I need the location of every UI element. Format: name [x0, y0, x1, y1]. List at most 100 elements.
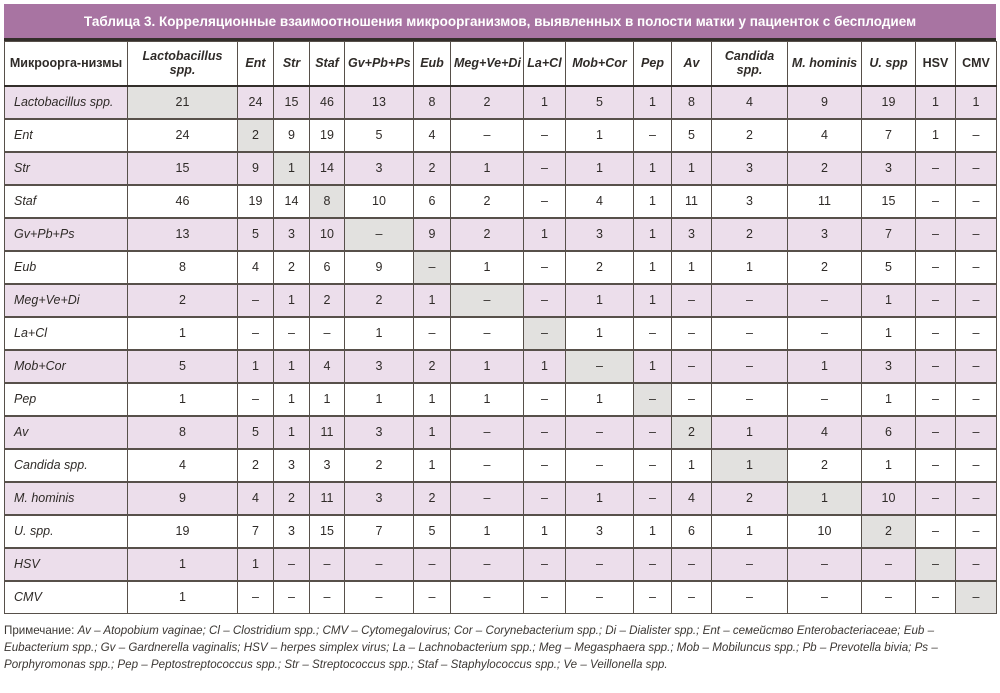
matrix-cell: 2 [450, 85, 524, 119]
table-header: Микроорга-низмы Lactobacillus spp. Ent Str S… [4, 41, 997, 87]
matrix-cell: 11 [309, 415, 345, 449]
matrix-cell: 5 [237, 217, 274, 251]
matrix-cell: 5 [565, 85, 634, 119]
matrix-cell: 1 [671, 151, 712, 185]
matrix-cell: – [565, 415, 634, 449]
matrix-cell: 3 [309, 448, 345, 482]
matrix-cell: – [273, 547, 310, 581]
matrix-cell: 46 [127, 184, 238, 218]
matrix-cell: – [309, 316, 345, 350]
matrix-cell: 7 [344, 514, 414, 548]
matrix-cell-diagonal: – [450, 283, 524, 317]
matrix-cell: – [633, 118, 672, 152]
matrix-cell: 1 [565, 118, 634, 152]
matrix-cell: – [671, 580, 712, 614]
matrix-cell: 2 [237, 448, 274, 482]
matrix-cell-diagonal: – [633, 382, 672, 416]
table-row: Ent 24 2 9 19 5 4– –1–5 2 4 7 1– [4, 118, 997, 152]
matrix-cell: 2 [787, 151, 862, 185]
matrix-cell: – [915, 217, 956, 251]
matrix-cell: 3 [787, 217, 862, 251]
column-header: CMV [955, 41, 997, 87]
matrix-cell: 13 [344, 85, 414, 119]
footnote-prefix: Примечание: [4, 624, 78, 637]
matrix-cell: 2 [344, 448, 414, 482]
matrix-cell: – [787, 316, 862, 350]
matrix-cell: 10 [309, 217, 345, 251]
matrix-cell: 2 [711, 217, 788, 251]
matrix-cell: 5 [127, 349, 238, 383]
matrix-cell: 15 [309, 514, 345, 548]
matrix-cell: 1 [413, 283, 451, 317]
matrix-cell: 7 [237, 514, 274, 548]
matrix-cell: 9 [127, 481, 238, 515]
matrix-cell: 1 [273, 415, 310, 449]
table-row: Gv+Pb+Ps 13 5 3 10–9 2 1 3 1 3 2 3 7– – [4, 217, 997, 251]
matrix-cell: – [915, 184, 956, 218]
matrix-cell: – [671, 283, 712, 317]
table-row: Staf 46 19 14 8 10 6 2–4 1 11 3 11 15– – [4, 184, 997, 218]
matrix-cell: 7 [861, 118, 916, 152]
matrix-cell: 1 [861, 448, 916, 482]
matrix-cell: – [237, 316, 274, 350]
matrix-cell: 19 [127, 514, 238, 548]
matrix-cell: 1 [344, 382, 414, 416]
matrix-cell: – [955, 415, 997, 449]
matrix-cell: 1 [633, 514, 672, 548]
matrix-cell: – [633, 481, 672, 515]
matrix-cell: – [787, 382, 862, 416]
matrix-cell: – [237, 283, 274, 317]
matrix-cell: – [711, 349, 788, 383]
matrix-cell: 1 [237, 547, 274, 581]
matrix-cell: – [565, 580, 634, 614]
matrix-cell: – [309, 547, 345, 581]
matrix-cell: 4 [671, 481, 712, 515]
matrix-cell: 2 [309, 283, 345, 317]
matrix-cell-diagonal: – [344, 217, 414, 251]
matrix-cell: – [671, 547, 712, 581]
matrix-cell: 4 [237, 481, 274, 515]
matrix-cell: – [955, 118, 997, 152]
matrix-cell: 2 [565, 250, 634, 284]
matrix-cell: 1 [523, 349, 566, 383]
matrix-cell: 1 [344, 316, 414, 350]
matrix-cell: 6 [861, 415, 916, 449]
matrix-cell: 1 [633, 217, 672, 251]
matrix-cell: – [915, 415, 956, 449]
matrix-cell: 1 [127, 547, 238, 581]
matrix-cell: – [711, 283, 788, 317]
matrix-cell: 2 [273, 481, 310, 515]
matrix-cell: – [413, 316, 451, 350]
matrix-cell: 2 [344, 283, 414, 317]
matrix-cell: 15 [127, 151, 238, 185]
matrix-cell: – [633, 547, 672, 581]
matrix-cell: 1 [861, 283, 916, 317]
matrix-cell: – [523, 151, 566, 185]
matrix-cell: 8 [127, 415, 238, 449]
row-label: Pep [4, 382, 128, 416]
matrix-cell: 8 [127, 250, 238, 284]
matrix-cell: 7 [861, 217, 916, 251]
matrix-cell: 1 [273, 283, 310, 317]
matrix-cell: – [915, 250, 956, 284]
row-label: Candida spp. [4, 448, 128, 482]
matrix-cell: – [523, 118, 566, 152]
table-row: Pep 1–1 1 1 1 1–1– – – –1– – [4, 382, 997, 416]
matrix-cell-diagonal: 21 [127, 85, 238, 119]
matrix-cell: – [711, 316, 788, 350]
matrix-cell: 2 [273, 250, 310, 284]
matrix-cell: – [523, 580, 566, 614]
matrix-cell: 1 [127, 580, 238, 614]
matrix-cell: 1 [450, 349, 524, 383]
table-row: U. spp. 19 7 3 15 7 5 1 1 3 1 6 1 10 2– – [4, 514, 997, 548]
footnote: Примечание: Av – Atopobium vaginae; Cl –… [4, 623, 992, 673]
matrix-cell: – [955, 514, 997, 548]
matrix-cell: – [955, 349, 997, 383]
matrix-cell: 1 [633, 349, 672, 383]
matrix-cell: 9 [344, 250, 414, 284]
row-label: Meg+Ve+Di [4, 283, 128, 317]
row-label: Mob+Cor [4, 349, 128, 383]
matrix-cell: 1 [450, 151, 524, 185]
matrix-cell-diagonal: – [523, 316, 566, 350]
matrix-cell: 5 [344, 118, 414, 152]
